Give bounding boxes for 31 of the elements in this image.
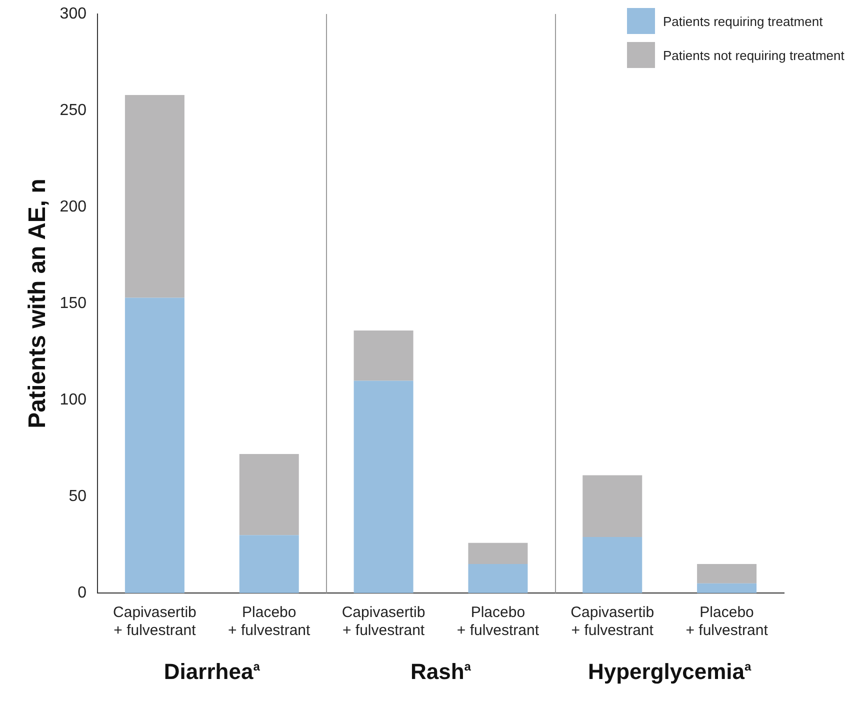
y-tick-label: 0 <box>78 584 87 602</box>
y-tick-label: 200 <box>60 198 87 216</box>
bar <box>697 564 757 584</box>
text: Diarrhea$^{a}$ <box>164 659 260 685</box>
legend-label: Patients not requiring treatment <box>663 48 844 62</box>
text: Rash$^{a}$ <box>410 659 471 685</box>
y-tick-label: 150 <box>60 294 87 312</box>
bar <box>124 95 184 298</box>
x-tick-label: Placebo + fulvestrant <box>686 604 769 640</box>
x-tick-label: Capivasertib + fulvestrant <box>113 604 197 640</box>
y-tick-label: 100 <box>60 391 87 408</box>
x-tick-label: Capivasertib + fulvestrant <box>570 604 654 640</box>
y-tick-label: 300 <box>60 5 87 22</box>
bar <box>468 564 528 593</box>
bar <box>697 583 757 593</box>
text: Hyperglycemia$^{a}$ <box>588 659 752 685</box>
bar <box>239 535 299 593</box>
bar <box>354 380 414 593</box>
legend-label: Patients requiring treatment <box>663 14 823 28</box>
bar <box>239 454 299 536</box>
x-tick-label: Placebo + fulvestrant <box>456 604 540 640</box>
bar <box>124 298 184 593</box>
y-axis-title: Patients with an AE, n <box>24 178 52 428</box>
y-tick-label: 50 <box>68 488 87 505</box>
bar <box>582 537 642 593</box>
x-tick-label: Capivasertib + fulvestrant <box>342 604 426 640</box>
bar <box>582 475 642 538</box>
bar <box>354 330 414 381</box>
x-tick-label: Placebo + fulvestrant <box>228 604 312 640</box>
y-tick-label: 250 <box>60 102 87 119</box>
bar <box>468 542 528 564</box>
